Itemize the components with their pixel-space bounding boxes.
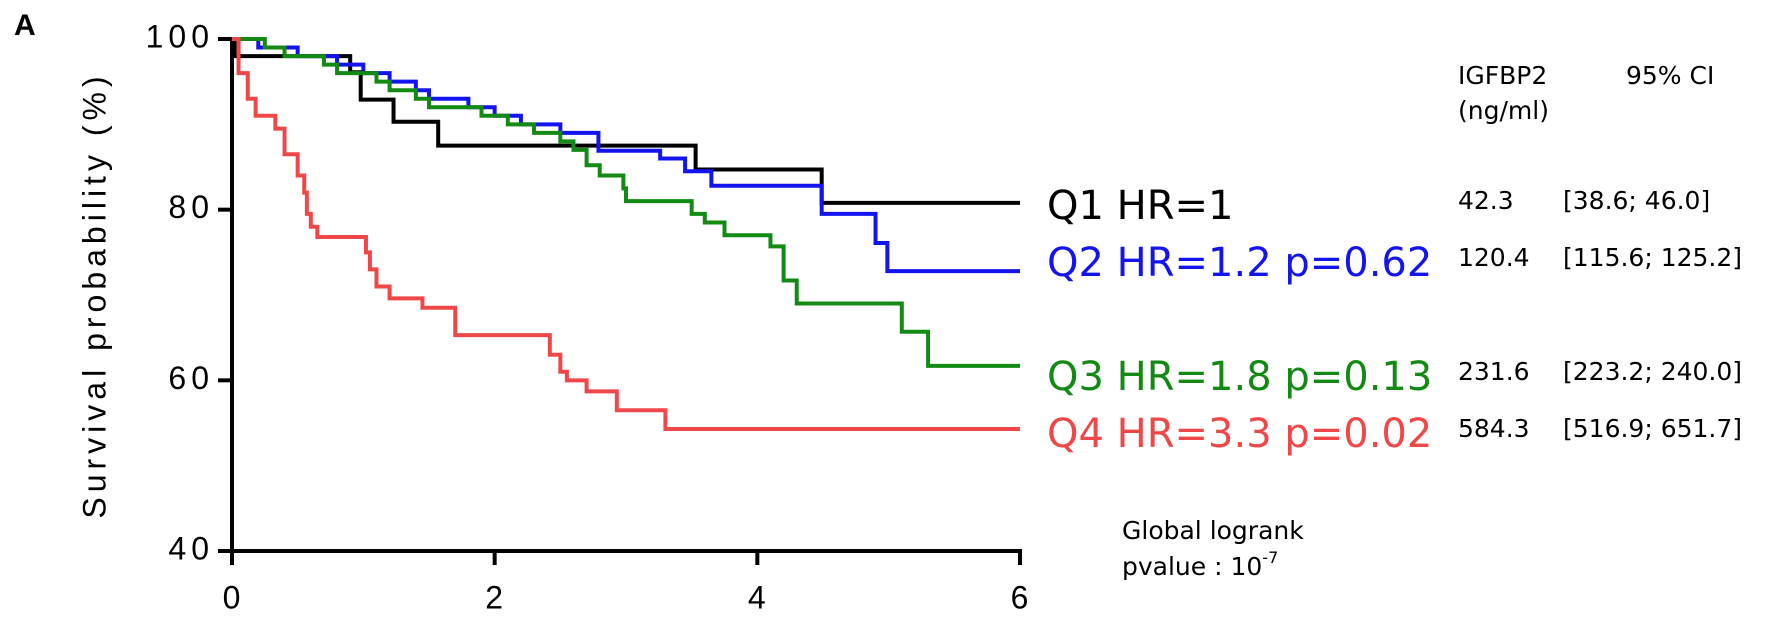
survival-curve [232,37,1020,431]
table-header: IGFBP2 [1458,61,1547,90]
table-ci: [115.6; 125.2] [1563,243,1742,272]
table-median: 231.6 [1458,357,1530,386]
y-tick-label: 80 [168,189,214,225]
legend-label: Q1 HR=1 [1047,183,1233,229]
table-ci: [223.2; 240.0] [1563,357,1742,386]
y-tick-label: 40 [168,530,214,566]
y-tick-label: 100 [146,18,214,54]
x-tick-label: 0 [223,579,246,615]
logrank-note: Global logrank [1122,516,1304,545]
table-header: (ng/ml) [1458,96,1549,125]
table-median: 584.3 [1458,414,1530,443]
table-ci: [516.9; 651.7] [1563,414,1742,443]
table-median: 120.4 [1458,243,1530,272]
survival-curve [232,37,1020,368]
logrank-text: pvalue : 10 [1122,552,1262,581]
x-tick-label: 6 [1011,579,1034,615]
logrank-exponent: -7 [1262,548,1278,567]
legend-label: Q4 HR=3.3 p=0.02 [1047,411,1432,457]
legend-label: Q3 HR=1.8 p=0.13 [1047,354,1432,400]
panel-label: A [14,9,36,42]
y-tick-label: 60 [168,360,214,396]
x-tick-label: 2 [485,579,508,615]
table-ci: [38.6; 46.0] [1563,186,1710,215]
legend-label: Q2 HR=1.2 p=0.62 [1047,240,1432,286]
table-median: 42.3 [1458,186,1514,215]
x-tick-label: 4 [748,579,771,615]
table-header: 95% CI [1626,61,1714,90]
y-axis-label: Survival probability (%) [76,71,112,518]
logrank-note: pvalue : 10-7 [1122,548,1278,582]
